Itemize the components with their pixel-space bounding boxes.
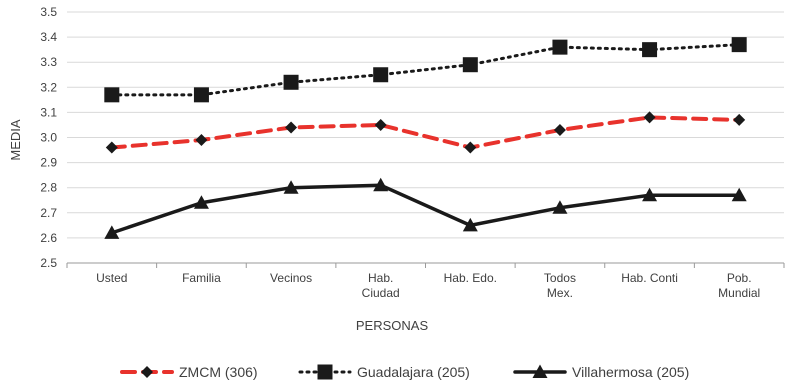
data-point-triangle xyxy=(642,187,658,202)
data-point-diamond xyxy=(553,123,566,136)
x-tick-label: Familia xyxy=(182,271,221,285)
data-point-square xyxy=(317,364,333,380)
gridlines xyxy=(66,11,785,268)
x-tick-label: Todos Mex. xyxy=(544,271,576,300)
legend-item: Villahermosa (205) xyxy=(513,364,689,380)
data-point-triangle xyxy=(731,187,747,202)
data-point-diamond xyxy=(374,118,387,131)
y-tick-label: 2.7 xyxy=(40,206,57,220)
data-point-diamond xyxy=(733,113,746,126)
y-tick-label: 2.6 xyxy=(40,231,57,245)
series-zmcm xyxy=(105,111,746,154)
data-point-triangle xyxy=(283,180,299,194)
data-point-diamond xyxy=(105,141,118,154)
x-tick-label: Vecinos xyxy=(270,271,312,285)
series-villahermosa xyxy=(104,177,747,239)
x-tick-label: Usted xyxy=(96,271,127,285)
data-point-square xyxy=(283,74,299,90)
data-point-diamond xyxy=(141,366,153,378)
x-axis-ticks: Usted Familia Vecinos Hab. Ciudad Hab. Edo. To… xyxy=(96,271,760,300)
data-point-triangle xyxy=(193,195,209,209)
data-point-square xyxy=(373,67,389,83)
data-point-square xyxy=(462,57,478,73)
series-line xyxy=(110,183,741,235)
y-tick-label: 2.5 xyxy=(40,256,57,270)
data-point-triangle xyxy=(552,200,568,214)
data-point-triangle xyxy=(373,177,389,192)
data-point-triangle xyxy=(462,217,478,232)
data-point-diamond xyxy=(285,121,298,134)
y-tick-label: 3.4 xyxy=(40,30,57,44)
data-point-square xyxy=(731,37,747,53)
y-axis-ticks: 2.5 2.6 2.7 2.8 2.9 3.0 3.1 3.2 3.3 3.4 3.5 xyxy=(40,5,57,270)
y-tick-label: 3.3 xyxy=(40,55,57,69)
y-tick-label: 3.0 xyxy=(40,131,57,145)
legend-label: Guadalajara (205) xyxy=(357,364,470,380)
series-line xyxy=(110,43,741,97)
data-point-square xyxy=(193,87,209,103)
data-point-square xyxy=(104,87,120,103)
x-tick-label: Hab. Edo. xyxy=(444,271,497,285)
x-tick-label: Hab. Conti xyxy=(621,271,678,285)
legend-label: ZMCM (306) xyxy=(179,364,258,380)
data-point-diamond xyxy=(195,134,208,147)
data-point-diamond xyxy=(643,111,656,124)
legend: ZMCM (306) Guadalajara (205) Villahermosa … xyxy=(120,364,689,380)
y-tick-label: 3.1 xyxy=(40,105,57,119)
x-tick-label: Hab. Ciudad xyxy=(362,271,400,300)
y-tick-label: 2.9 xyxy=(40,156,57,170)
legend-item: ZMCM (306) xyxy=(120,364,258,380)
data-point-diamond xyxy=(464,141,477,154)
y-axis-title: MEDIA xyxy=(8,119,23,161)
y-tick-label: 3.5 xyxy=(40,5,57,19)
x-tick-label: Pob. Mundial xyxy=(718,271,760,300)
y-tick-label: 2.8 xyxy=(40,181,57,195)
series-line xyxy=(109,115,742,150)
x-axis-title: PERSONAS xyxy=(356,318,429,333)
series-guadalajara xyxy=(104,37,747,103)
data-point-triangle xyxy=(104,225,120,239)
y-tick-label: 3.2 xyxy=(40,80,57,94)
legend-label: Villahermosa (205) xyxy=(572,364,689,380)
data-point-square xyxy=(642,42,658,58)
data-point-square xyxy=(552,39,568,55)
legend-item: Guadalajara (205) xyxy=(298,364,470,380)
data-point-triangle xyxy=(532,364,548,378)
series-layer xyxy=(104,37,747,239)
